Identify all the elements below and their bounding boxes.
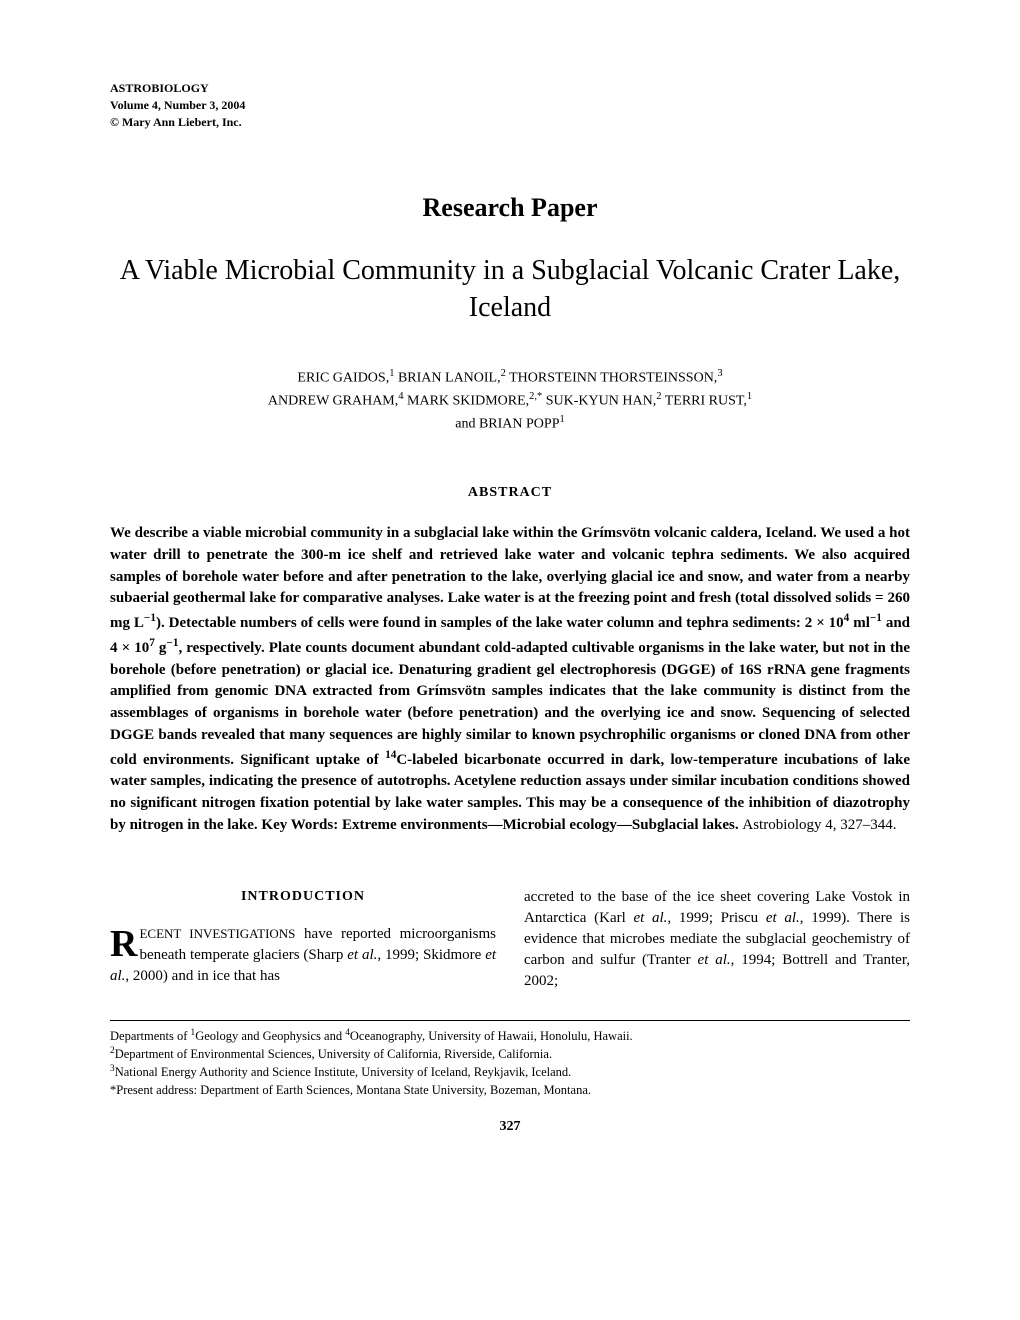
abstract-body: We describe a viable microbial community… bbox=[110, 523, 910, 837]
journal-header: ASTROBIOLOGY Volume 4, Number 3, 2004 © … bbox=[110, 80, 910, 130]
section-label: Research Paper bbox=[110, 190, 910, 225]
affiliations: Departments of 1Geology and Geophysics a… bbox=[110, 1027, 910, 1100]
intro-right-text: accreted to the base of the ice sheet co… bbox=[524, 887, 910, 992]
journal-name: ASTROBIOLOGY bbox=[110, 80, 910, 97]
paper-title: A Viable Microbial Community in a Subgla… bbox=[110, 253, 910, 326]
introduction-heading: INTRODUCTION bbox=[110, 887, 496, 907]
journal-volume: Volume 4, Number 3, 2004 bbox=[110, 97, 910, 114]
footer-divider bbox=[110, 1020, 910, 1021]
intro-left-text: ECENT INVESTIGATIONS have reported micro… bbox=[110, 926, 496, 984]
abstract-heading: ABSTRACT bbox=[110, 484, 910, 503]
journal-copyright: © Mary Ann Liebert, Inc. bbox=[110, 114, 910, 131]
dropcap: R bbox=[110, 924, 139, 960]
page-number: 327 bbox=[110, 1118, 910, 1137]
intro-left-column: INTRODUCTION R ECENT INVESTIGATIONS have… bbox=[110, 887, 496, 992]
authors-block: ERIC GAIDOS,1 BRIAN LANOIL,2 THORSTEINN … bbox=[110, 366, 910, 434]
intro-right-column: accreted to the base of the ice sheet co… bbox=[524, 887, 910, 992]
intro-columns: INTRODUCTION R ECENT INVESTIGATIONS have… bbox=[110, 887, 910, 992]
